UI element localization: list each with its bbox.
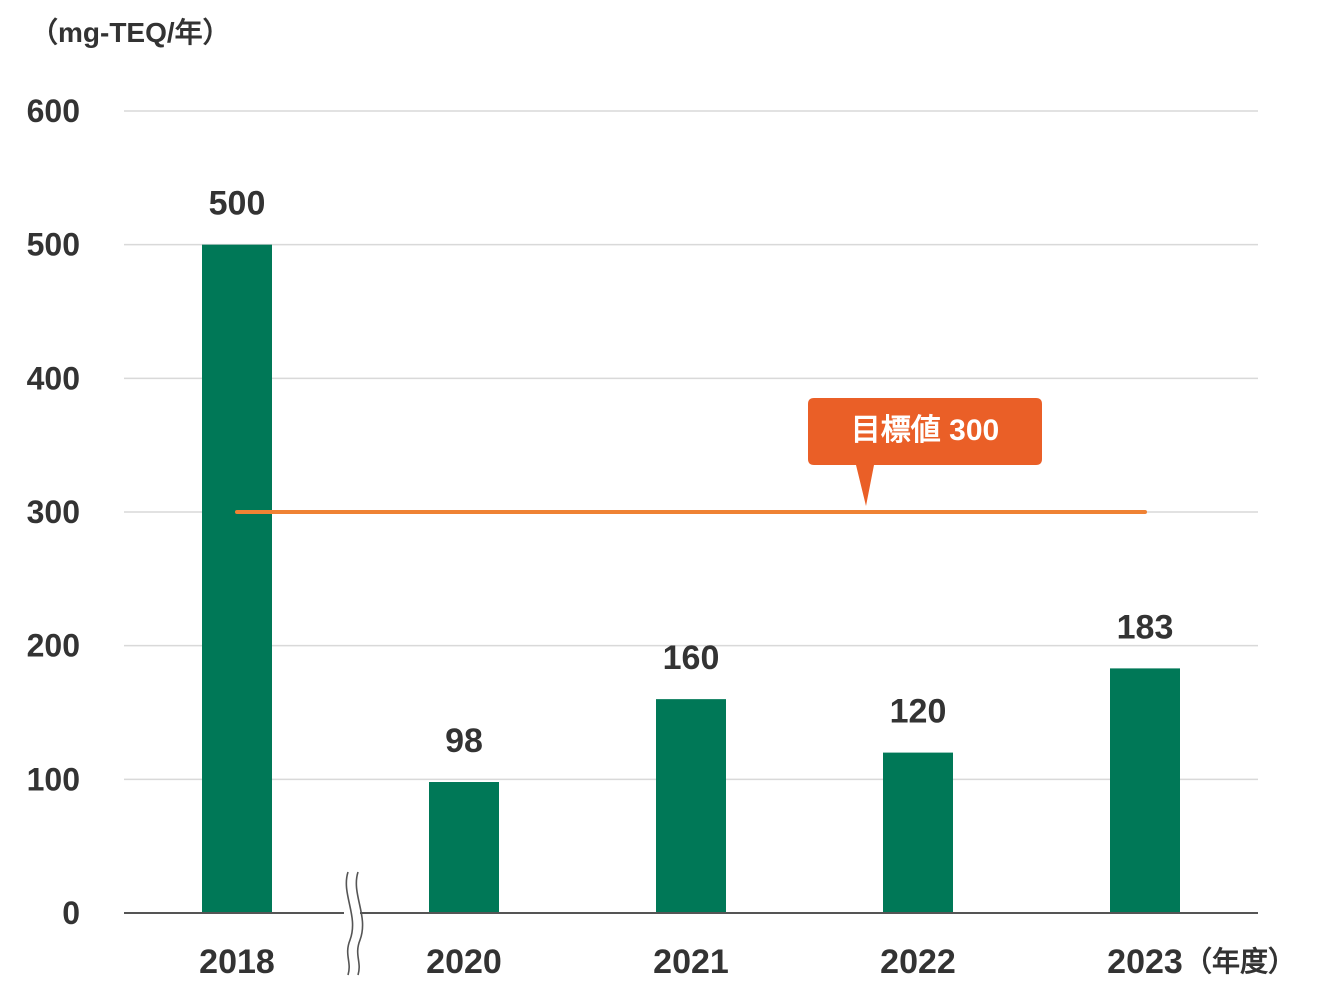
target-line-group: 目標値 300	[235, 398, 1147, 514]
x-tick-label-2023: 2023	[1107, 943, 1183, 981]
data-label-2018: 500	[209, 185, 266, 223]
axis-break-marker	[345, 871, 364, 976]
y-tick-label: 100	[27, 761, 80, 797]
y-axis-unit-label: （mg-TEQ/年）	[30, 16, 231, 48]
gridlines	[124, 110, 1258, 781]
x-tick-label-2021: 2021	[653, 943, 729, 981]
data-label-2020: 98	[445, 722, 483, 760]
y-tick-label: 500	[27, 227, 80, 263]
x-tick-label-2020: 2020	[426, 943, 502, 981]
y-tick-label: 200	[27, 628, 80, 664]
bar-2021	[656, 699, 726, 913]
y-tick-label: 0	[62, 895, 80, 931]
data-label-2021: 160	[663, 639, 720, 677]
bars	[202, 244, 1180, 913]
target-label: 目標値 300	[851, 414, 999, 447]
bar-2022	[883, 752, 953, 913]
x-axis-unit-label: （年度）	[1184, 945, 1296, 977]
target-callout	[808, 398, 1042, 506]
bar-2018	[202, 244, 272, 913]
x-tick-label-2018: 2018	[199, 943, 275, 981]
y-tick-label: 600	[27, 93, 80, 129]
labels: 0 100 200 300 400 500 600 500 98 160 120 183 2018 202…	[27, 93, 1296, 981]
x-tick-label-2022: 2022	[880, 943, 956, 981]
data-label-2022: 120	[890, 693, 947, 731]
y-tick-label: 400	[27, 360, 80, 396]
bar-2023	[1110, 668, 1180, 913]
y-tick-label: 300	[27, 494, 80, 530]
bar-2020	[429, 782, 499, 913]
data-label-2023: 183	[1117, 608, 1174, 646]
